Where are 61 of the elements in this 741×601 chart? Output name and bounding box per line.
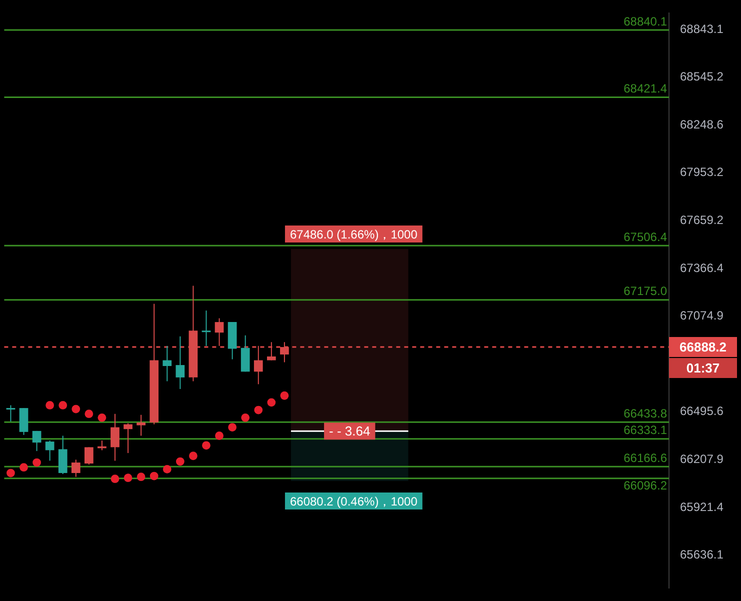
point	[98, 413, 106, 422]
y-tick-label: 67953.2	[680, 165, 724, 180]
candlestick	[32, 430, 42, 452]
point	[189, 452, 198, 460]
y-tick-label: 68545.2	[680, 70, 724, 84]
point	[215, 432, 224, 440]
ref-line-label: 66433.8	[624, 406, 668, 420]
point	[72, 404, 80, 414]
y-tick-label: 67366.4	[680, 260, 724, 275]
candlestick	[19, 408, 28, 436]
point	[241, 413, 250, 422]
point	[46, 401, 54, 410]
y-tick-label: 66495.6	[680, 404, 724, 418]
point	[6, 468, 15, 478]
candlestick	[136, 414, 146, 436]
point	[176, 457, 184, 466]
ref-line-label: 66096.2	[624, 478, 668, 493]
y-tick-label: 67074.9	[680, 308, 724, 323]
y-tick-label: 66207.9	[680, 452, 724, 466]
ref-line-label: 67175.0	[624, 284, 668, 298]
y-tick-label: 65636.1	[680, 548, 724, 562]
point	[20, 463, 28, 472]
point	[110, 474, 120, 484]
point	[124, 474, 132, 482]
ref-line-label: 66888.2	[680, 340, 726, 355]
candlestick	[45, 440, 54, 462]
point	[280, 391, 289, 400]
candlestick	[162, 345, 172, 382]
candlestick	[202, 310, 211, 346]
ref-line-label: 67506.4	[624, 230, 668, 244]
point	[84, 410, 94, 418]
candlestick	[71, 459, 80, 478]
candlestick	[176, 336, 185, 390]
point	[32, 458, 41, 467]
point	[254, 406, 263, 414]
candlestick	[124, 422, 132, 454]
candlestick	[214, 318, 224, 346]
band-label: 66080.2 (0.46%)，1000	[290, 494, 418, 508]
ref-line-label: 68421.4	[624, 82, 668, 96]
candlestick	[58, 435, 68, 475]
text: 01:37	[686, 360, 720, 376]
point	[58, 401, 68, 410]
y-tick-label: 67659.2	[680, 213, 724, 228]
candlestick	[84, 446, 94, 466]
point	[150, 472, 158, 480]
candlestick	[240, 334, 250, 372]
annotation: - - 3.64	[329, 424, 370, 439]
point	[162, 464, 172, 474]
y-tick-label: 68843.1	[680, 22, 724, 36]
point	[202, 441, 210, 450]
ref-line-label: 66333.1	[624, 423, 668, 438]
point	[267, 398, 276, 407]
point	[228, 423, 237, 432]
band-label: 67486.0 (1.66%)，1000	[290, 227, 418, 242]
point	[136, 472, 146, 482]
y-tick-label: 65921.4	[680, 500, 724, 514]
y-tick-label: 68248.6	[680, 117, 724, 132]
ref-line-label: 68840.1	[624, 14, 668, 28]
candlestick	[6, 404, 16, 422]
ref-line-label: 66166.6	[624, 450, 668, 465]
candlestick	[110, 413, 120, 462]
